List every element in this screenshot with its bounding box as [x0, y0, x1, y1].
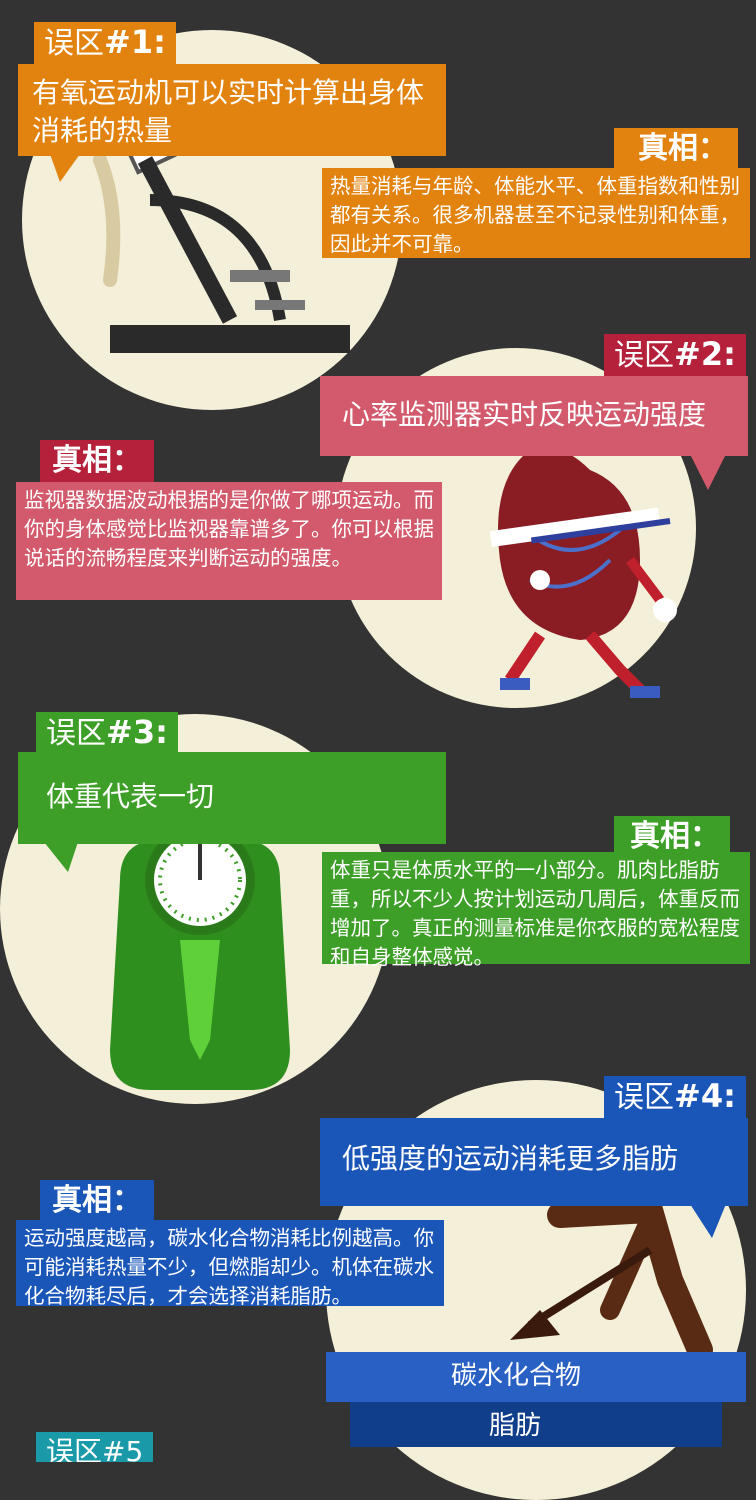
- myth-1-tag: 误区#1:: [34, 22, 176, 64]
- myth-4-text: 低强度的运动消耗更多脂肪: [342, 1142, 679, 1175]
- scale-icon: [110, 825, 290, 1090]
- fat-label: 脂肪: [488, 1411, 541, 1441]
- myth-3-box: 体重代表一切: [18, 752, 446, 844]
- myth-2-pointer: [690, 454, 726, 490]
- myth-3-tag-num: #3:: [106, 713, 168, 751]
- myth-2-text: 心率监测器实时反映运动强度: [342, 398, 707, 431]
- truth-1-label: 真相：: [614, 128, 738, 170]
- myth-3-tag: 误区#3:: [36, 712, 178, 754]
- myth-5-tag: 误区#5: [36, 1432, 154, 1462]
- myth-2-tag: 误区#2:: [604, 334, 746, 376]
- truth-1-text: 热量消耗与年龄、体能水平、体重指数和性别都有关系。很多机器甚至不记录性别和体重，…: [322, 168, 750, 258]
- myth-4-tag-text: 误区: [614, 1080, 674, 1115]
- myth-3-pointer: [44, 842, 78, 872]
- myth-3-text: 体重代表一切: [46, 780, 215, 813]
- treadmill-icon: [93, 125, 350, 353]
- myth-2-tag-text: 误区: [614, 338, 674, 373]
- myth-1-text: 有氧运动机可以实时计算出身体消耗的热量: [32, 76, 425, 147]
- myth-2-box: 心率监测器实时反映运动强度: [320, 376, 748, 456]
- truth-4-text: 运动强度越高，碳水化合物消耗比例越高。你可能消耗热量不少，但燃脂却少。机体在碳水…: [16, 1220, 444, 1308]
- myth-1-tag-num: #1:: [104, 23, 166, 61]
- truth-2-label: 真相：: [40, 440, 154, 482]
- myth-2-tag-num: #2:: [674, 335, 736, 373]
- running-heart-icon: [489, 447, 677, 698]
- myth-1-box: 有氧运动机可以实时计算出身体消耗的热量: [18, 64, 446, 156]
- truth-4-label: 真相：: [40, 1180, 154, 1222]
- myth-5-tag-text: 误区#5: [46, 1435, 144, 1462]
- carbs-band: 碳水化合物: [326, 1352, 746, 1402]
- truth-3-text: 体重只是体质水平的一小部分。肌肉比脂肪重，所以不少人按计划运动几周后，体重反而增…: [322, 852, 750, 969]
- myth-3-tag-text: 误区: [46, 716, 106, 751]
- myth-4-tag-num: #4:: [674, 1077, 736, 1115]
- myth-4-box: 低强度的运动消耗更多脂肪: [320, 1118, 748, 1206]
- myth-1-pointer: [50, 154, 80, 182]
- carbs-label: 碳水化合物: [450, 1361, 581, 1391]
- myth-1-tag-text: 误区: [44, 26, 104, 61]
- myth-4-tag: 误区#4:: [604, 1076, 746, 1118]
- fat-band: 脂肪: [350, 1402, 722, 1447]
- truth-2-text: 监视器数据波动根据的是你做了哪项运动。而你的身体感觉比监视器靠谱多了。你可以根据…: [16, 482, 442, 600]
- myth-4-pointer: [690, 1204, 726, 1238]
- truth-3-label: 真相：: [614, 816, 730, 858]
